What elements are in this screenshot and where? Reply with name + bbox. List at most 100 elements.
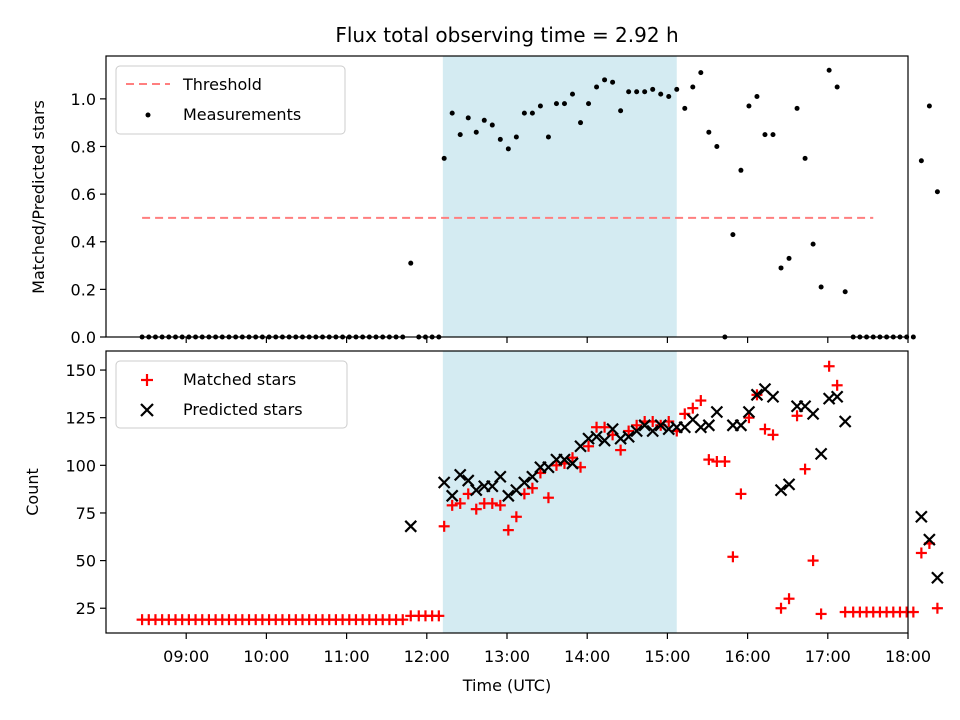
- matched-star-point: [831, 379, 843, 391]
- matched-star-point: [695, 395, 707, 407]
- predicted-star-point: [445, 489, 459, 503]
- predicted-star-point: [404, 520, 418, 533]
- measurement-point: [626, 89, 632, 95]
- matched-star-point: [502, 524, 514, 536]
- predicted-star-point: [702, 419, 716, 432]
- x-tick-label: 16:00: [725, 647, 771, 666]
- x-tick-label: 13:00: [484, 647, 530, 666]
- matched-star-point: [767, 429, 779, 441]
- predicted-star-point: [630, 424, 643, 438]
- bottom-y-axis-title: Count: [23, 468, 42, 516]
- x-axis-title: Time (UTC): [462, 676, 551, 695]
- legend-measurements-swatch: [145, 112, 151, 118]
- legend-measurements-label: Measurements: [183, 105, 301, 124]
- measurement-point: [910, 334, 916, 340]
- predicted-star-point: [734, 419, 748, 432]
- matched-star-point: [542, 492, 554, 504]
- measurement-point: [610, 79, 616, 85]
- measurement-point: [842, 289, 848, 295]
- predicted-star-point: [830, 390, 844, 404]
- chart-title: Flux total observing time = 2.92 h: [335, 23, 678, 47]
- predicted-star-point: [838, 415, 852, 428]
- measurement-point: [918, 158, 924, 164]
- measurement-point: [786, 255, 792, 261]
- bottom-y-tick-label: 25: [76, 599, 96, 618]
- measurement-point: [682, 105, 688, 111]
- measurement-point: [497, 136, 503, 142]
- bottom-legend: Matched stars Predicted stars: [115, 360, 348, 429]
- measurement-point: [481, 117, 487, 123]
- measurement-point: [746, 103, 752, 109]
- measurement-point: [730, 232, 736, 238]
- measurement-point: [674, 86, 680, 92]
- top-y-axis-title: Matched/Predicted stars: [29, 100, 48, 294]
- bottom-x-ticks: 09:00 10:00 11:00 12:00 13:00 14:00 15:00 16:00…: [163, 633, 931, 666]
- predicted-star-point: [518, 476, 531, 489]
- measurement-point: [826, 67, 832, 73]
- matched-star-point: [791, 410, 803, 422]
- matched-star-point: [433, 610, 445, 622]
- top-panel: 0.0 0.2 0.4 0.6 0.8 1.0 Matched/Predicted sta…: [29, 55, 940, 347]
- top-observing-window-shade: [442, 56, 677, 337]
- measurement-point: [934, 189, 940, 195]
- predicted-star-point: [638, 419, 651, 432]
- measurement-point: [754, 93, 760, 99]
- predicted-star-point: [774, 483, 788, 497]
- bottom-y-tick-label: 100: [65, 456, 96, 475]
- measurement-point: [738, 167, 744, 173]
- measurement-point: [770, 132, 776, 138]
- predicted-stars-series: [404, 382, 944, 585]
- top-y-tick-label: 0.6: [71, 185, 96, 204]
- x-tick-label: 10:00: [243, 647, 289, 666]
- bottom-observing-window-shade: [442, 351, 677, 633]
- predicted-star-point: [710, 405, 724, 419]
- x-tick-label: 09:00: [163, 647, 209, 666]
- matched-star-point: [438, 520, 450, 532]
- matched-star-point: [454, 497, 466, 509]
- predicted-star-point: [566, 457, 579, 470]
- legend-predicted-label: Predicted stars: [183, 400, 303, 419]
- matched-star-point: [775, 602, 787, 614]
- matched-star-point: [510, 511, 522, 523]
- measurement-point: [794, 105, 800, 111]
- predicted-star-point: [590, 430, 603, 444]
- measurement-point: [505, 146, 511, 152]
- matched-star-point: [494, 499, 506, 511]
- measurement-point: [658, 91, 664, 97]
- predicted-star-point: [814, 447, 828, 461]
- measurement-point: [706, 129, 712, 135]
- matched-star-point: [799, 463, 811, 475]
- predicted-star-point: [437, 476, 451, 489]
- matched-star-point: [783, 593, 795, 605]
- measurement-point: [465, 115, 471, 121]
- matched-star-point: [397, 614, 409, 626]
- top-y-tick-label: 0.0: [71, 328, 96, 347]
- predicted-star-point: [742, 405, 756, 419]
- predicted-star-point: [622, 430, 635, 444]
- measurement-point: [578, 120, 584, 126]
- matched-star-point: [735, 488, 747, 500]
- matched-star-point: [727, 551, 739, 563]
- x-tick-label: 15:00: [644, 647, 690, 666]
- matched-star-point: [566, 452, 578, 464]
- x-tick-label: 14:00: [564, 647, 610, 666]
- measurement-point: [618, 108, 624, 114]
- predicted-star-point: [469, 483, 483, 497]
- measurement-point: [778, 265, 784, 271]
- matched-star-point: [623, 425, 635, 437]
- predicted-star-point: [806, 407, 820, 421]
- matched-star-point: [931, 602, 943, 614]
- bottom-y-tick-label: 125: [65, 409, 96, 428]
- legend-predicted-swatch: [140, 403, 154, 417]
- predicted-star-point: [923, 533, 936, 546]
- top-legend: Threshold Measurements: [115, 65, 346, 135]
- measurement-point: [926, 103, 932, 109]
- matched-star-point: [615, 444, 627, 456]
- measurement-point: [457, 132, 463, 138]
- matched-star-point: [915, 547, 927, 559]
- measurement-point: [561, 101, 567, 107]
- predicted-star-point: [558, 453, 571, 466]
- top-y-tick-label: 0.4: [71, 233, 96, 252]
- bottom-y-ticks: 25 50 75 100 125 150: [65, 361, 106, 618]
